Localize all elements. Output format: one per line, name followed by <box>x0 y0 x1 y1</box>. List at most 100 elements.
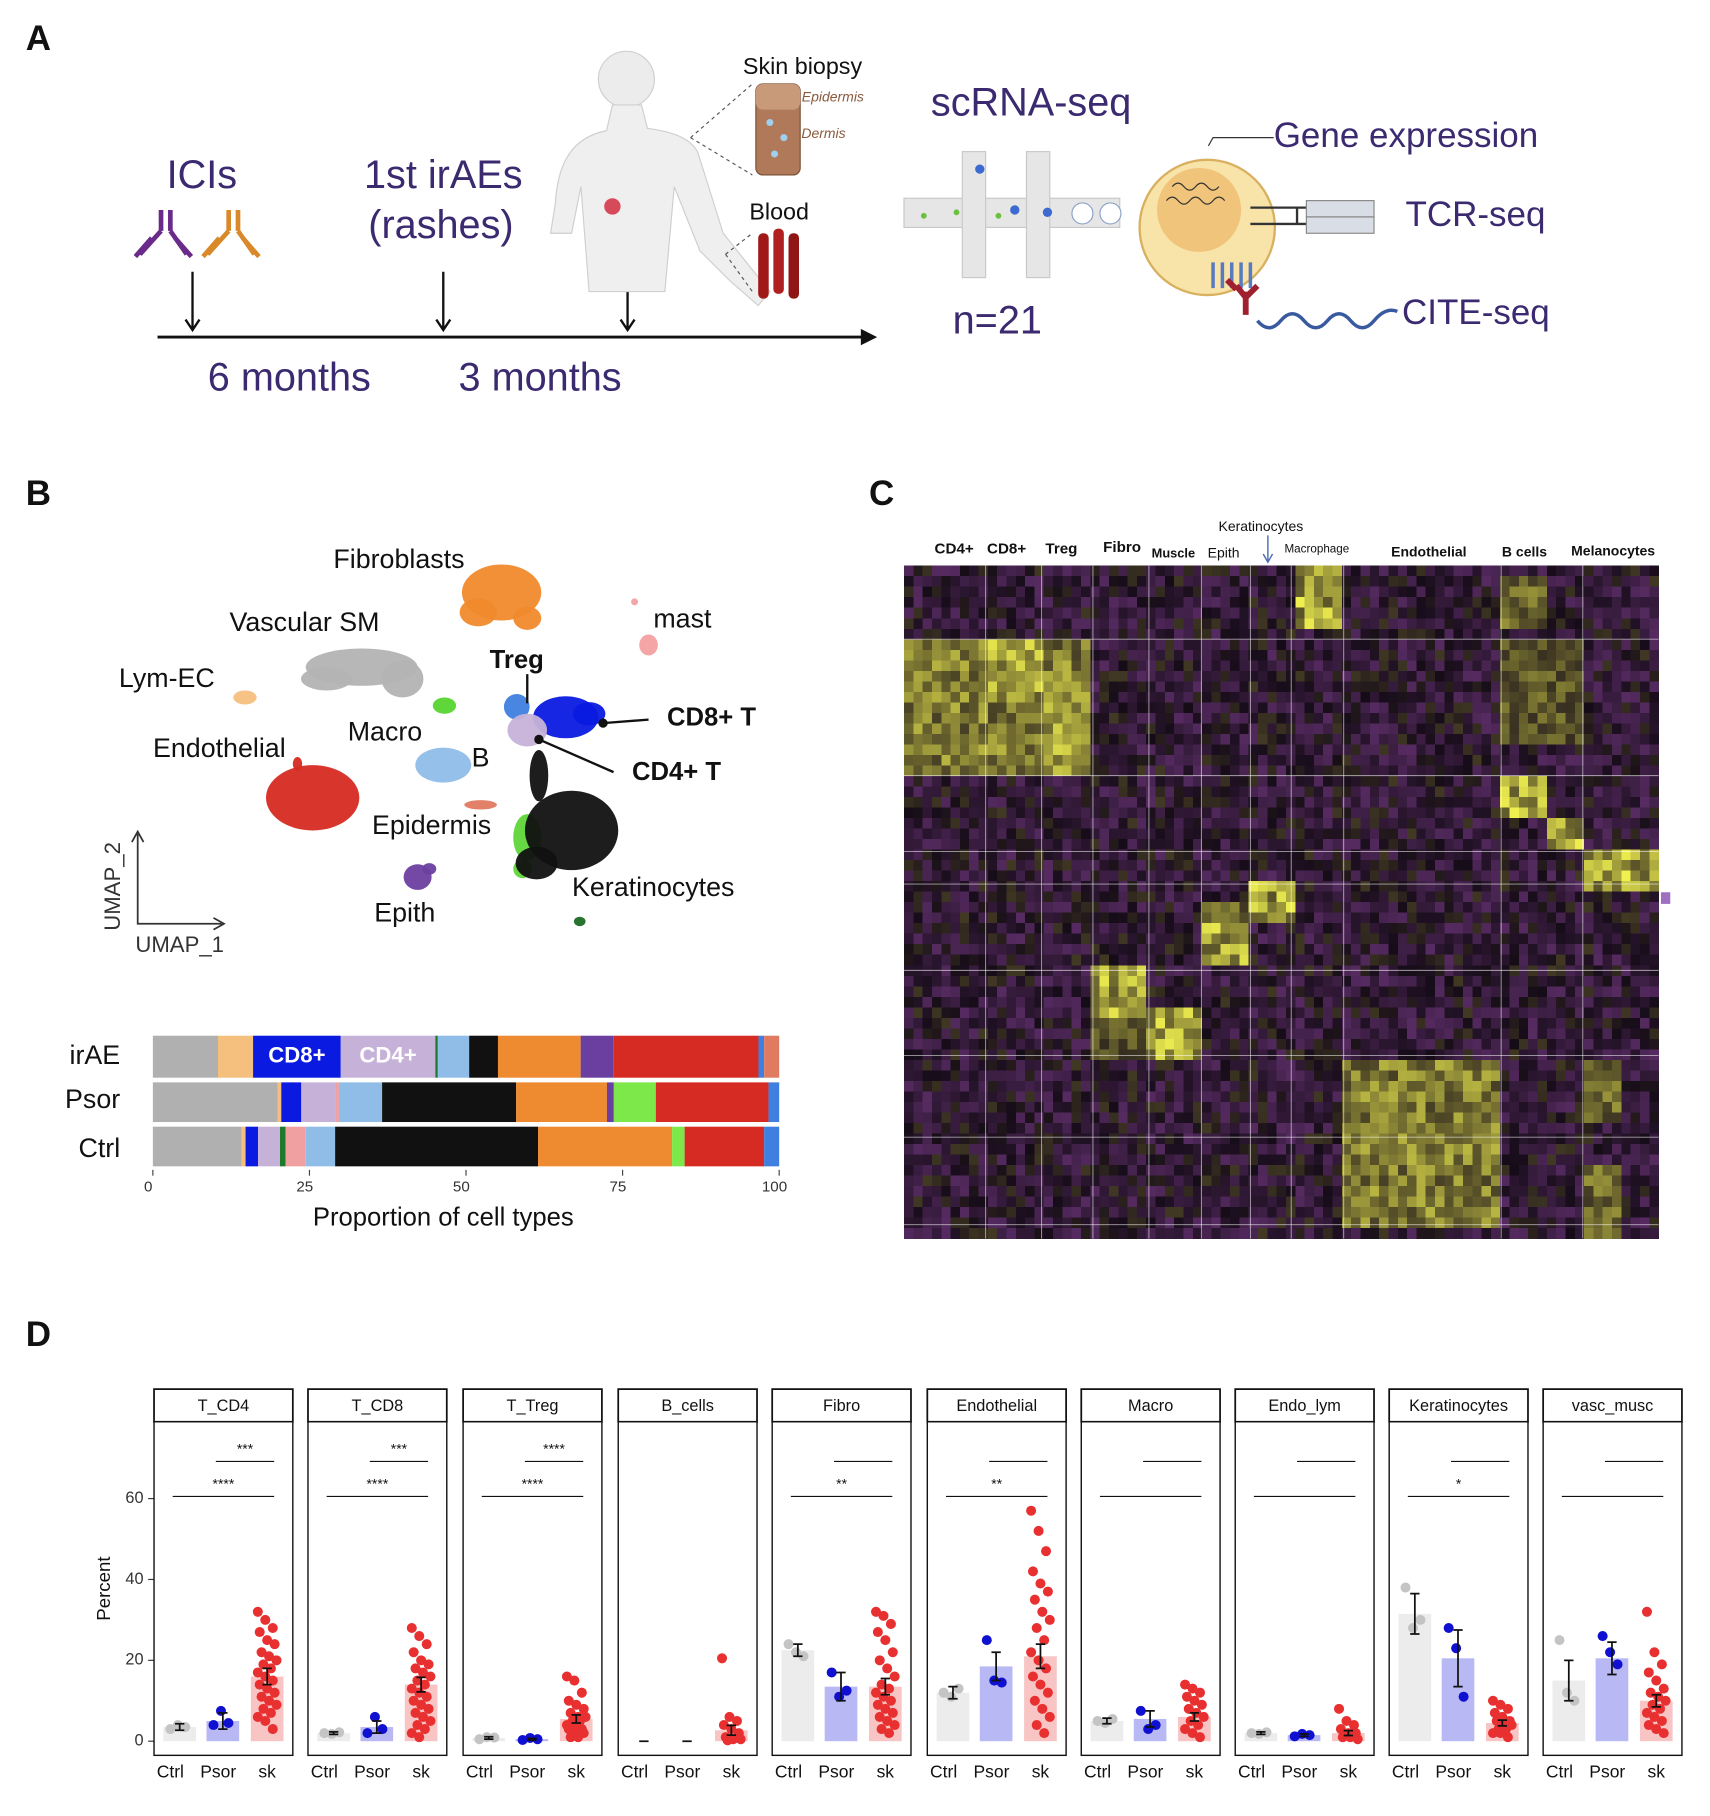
heatmap-cell <box>997 1186 1007 1198</box>
umap-cluster <box>265 765 360 831</box>
heatmap-cell <box>1546 576 1557 588</box>
heatmap-cell <box>1416 618 1427 630</box>
heatmap-cell <box>1369 733 1380 745</box>
heatmap-cell <box>1239 1038 1250 1050</box>
heatmap-cell <box>1388 702 1399 714</box>
heatmap-cell <box>1584 1175 1594 1187</box>
heatmap-cell <box>1602 881 1613 893</box>
heatmap-cell <box>1267 576 1278 588</box>
heatmap-cell <box>1099 649 1110 661</box>
heatmap-cell <box>1174 1049 1184 1061</box>
heatmap-cell <box>1090 944 1101 956</box>
heatmap-cell <box>1043 986 1054 998</box>
heatmap-cell <box>997 870 1007 882</box>
heatmap-cell <box>1192 1122 1203 1134</box>
heatmap-cell <box>1053 1091 1063 1103</box>
heatmap-cell <box>931 912 942 924</box>
heatmap-cell <box>1034 996 1045 1008</box>
heatmap-cell <box>997 1165 1007 1177</box>
heatmap-cell <box>1584 1154 1594 1166</box>
umap-cluster <box>381 660 424 698</box>
heatmap <box>903 565 1660 1240</box>
heatmap-cell <box>1500 1007 1511 1019</box>
heatmap-cell <box>1379 649 1389 661</box>
heatmap-cell <box>1369 775 1380 787</box>
heatmap-cell <box>1612 691 1622 703</box>
heatmap-cell <box>931 723 942 735</box>
heatmap-cell <box>1518 1154 1529 1166</box>
heatmap-cell <box>1565 996 1576 1008</box>
biopsy-cell <box>780 134 788 142</box>
heatmap-cell <box>950 902 961 914</box>
heatmap-cell <box>1258 860 1268 872</box>
heatmap-cell <box>1258 1101 1268 1113</box>
heatmap-cell <box>1295 828 1306 840</box>
heatmap-cell <box>1565 1070 1576 1082</box>
heatmap-cell <box>1341 1165 1352 1177</box>
heatmap-cell <box>1537 765 1548 777</box>
heatmap-cell <box>1416 912 1427 924</box>
heatmap-cell <box>1192 670 1203 682</box>
heatmap-cell <box>931 1154 942 1166</box>
heatmap-cell <box>1267 681 1278 693</box>
heatmap-cell <box>1472 765 1483 777</box>
heatmap-cell <box>1639 775 1650 787</box>
heatmap-cell <box>1351 1059 1361 1071</box>
heatmap-cell <box>941 1080 952 1092</box>
heatmap-cell <box>1323 1049 1334 1061</box>
heatmap-cell <box>1015 1070 1026 1082</box>
heatmap-cell <box>978 681 989 693</box>
heatmap-cell <box>1164 1028 1175 1040</box>
heatmap-cell <box>1071 1175 1082 1187</box>
heatmap-cell <box>1220 702 1231 714</box>
heatmap-cell <box>1230 1059 1240 1071</box>
heatmap-cell <box>969 870 979 882</box>
heatmap-cell <box>1006 797 1017 808</box>
heatmap-cell <box>1025 702 1035 714</box>
heatmap-cell <box>1407 1101 1417 1113</box>
heatmap-cell <box>1630 1154 1641 1166</box>
heatmap-cell <box>1481 923 1492 935</box>
heatmap-cell <box>1267 933 1278 945</box>
heatmap-cell <box>1565 765 1576 777</box>
heatmap-cell <box>1146 670 1156 682</box>
heatmap-cell <box>1080 954 1091 966</box>
heatmap-cell <box>1025 765 1035 777</box>
heatmap-cell <box>1080 660 1091 672</box>
heatmap-cell <box>1397 1112 1408 1124</box>
heatmap-cell <box>1472 754 1483 766</box>
heatmap-cell <box>922 839 933 851</box>
heatmap-cell <box>922 1049 933 1061</box>
heatmap-cell <box>1323 1101 1334 1113</box>
heatmap-cell <box>1351 1080 1361 1092</box>
heatmap-cell <box>1015 933 1026 945</box>
heatmap-cell <box>1584 797 1594 808</box>
heatmap-cell <box>1490 912 1501 924</box>
heatmap-cell <box>1323 733 1334 745</box>
heatmap-cell <box>1127 1017 1138 1029</box>
bar-segment <box>277 1082 282 1123</box>
heatmap-cell <box>1118 1070 1129 1082</box>
heatmap-cell <box>922 691 933 703</box>
heatmap-cell <box>1369 923 1380 935</box>
heatmap-cell <box>969 1070 979 1082</box>
heatmap-cell <box>1146 828 1156 840</box>
heatmap-cell <box>1304 944 1315 956</box>
heatmap-cell <box>978 1017 989 1029</box>
heatmap-cell <box>1053 870 1063 882</box>
heatmap-cell <box>987 933 998 945</box>
heatmap-cell <box>1230 1007 1240 1019</box>
heatmap-cell <box>1481 607 1492 619</box>
heatmap-cell <box>950 1059 961 1071</box>
heatmap-cell <box>1481 775 1492 787</box>
heatmap-cell <box>1099 565 1110 577</box>
heatmap-cell <box>1332 849 1343 861</box>
heatmap-cell <box>1593 1175 1604 1187</box>
heatmap-cell <box>1621 944 1632 956</box>
heatmap-cell <box>1630 1101 1641 1113</box>
heatmap-cell <box>1453 933 1464 945</box>
heatmap-cell <box>1108 828 1119 840</box>
heatmap-cell <box>1537 944 1548 956</box>
heatmap-cell <box>1481 1122 1492 1134</box>
heatmap-cell <box>987 912 998 924</box>
